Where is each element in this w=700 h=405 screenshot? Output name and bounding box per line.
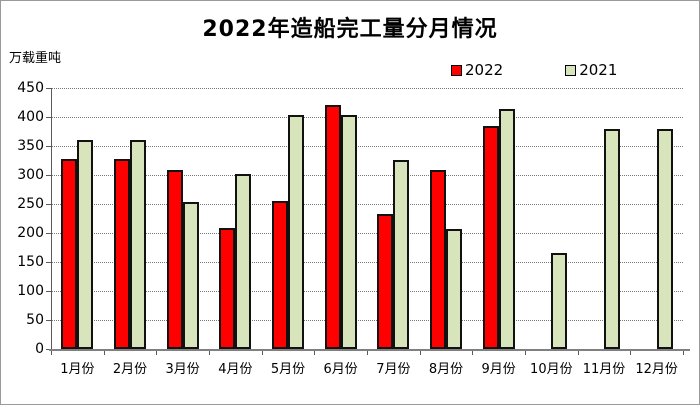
x-tick-7 bbox=[419, 351, 421, 355]
bar-2022-4月份 bbox=[219, 227, 236, 349]
legend: 2022 2021 bbox=[451, 61, 617, 79]
y-tick-250 bbox=[46, 204, 51, 205]
bar-2021-12月份 bbox=[656, 128, 673, 349]
x-axis-label-11月份: 11月份 bbox=[582, 362, 626, 377]
gridline-400 bbox=[51, 117, 683, 118]
bar-2021-4月份 bbox=[235, 174, 252, 349]
y-tick-150 bbox=[46, 262, 51, 263]
bar-2021-2月份 bbox=[130, 139, 146, 349]
y-tick-450 bbox=[46, 88, 51, 89]
bar-2021-8月份 bbox=[446, 228, 462, 349]
y-axis-label-150: 150 bbox=[17, 254, 44, 270]
y-axis-line bbox=[51, 88, 52, 349]
bar-2022-2月份 bbox=[114, 159, 130, 349]
x-tick-1 bbox=[103, 351, 105, 355]
bar-2022-8月份 bbox=[430, 170, 446, 349]
x-tick-0 bbox=[51, 351, 52, 355]
y-axis-label-450: 450 bbox=[17, 80, 44, 96]
bar-2021-6月份 bbox=[340, 114, 357, 349]
x-axis-label-1月份: 1月份 bbox=[60, 362, 95, 377]
bar-2022-3月份 bbox=[166, 170, 183, 349]
bar-2022-1月份 bbox=[61, 159, 78, 349]
y-tick-300 bbox=[46, 175, 51, 176]
gridline-150 bbox=[51, 262, 683, 263]
bar-2022-6月份 bbox=[324, 104, 341, 349]
x-axis-label-2月份: 2月份 bbox=[112, 362, 148, 377]
x-tick-3 bbox=[209, 351, 210, 355]
x-axis-label-9月份: 9月份 bbox=[481, 362, 516, 377]
bar-2021-5月份 bbox=[288, 114, 304, 349]
legend-label-2021: 2021 bbox=[579, 61, 618, 79]
bar-2022-7月份 bbox=[377, 213, 394, 349]
bar-2021-1月份 bbox=[77, 139, 94, 349]
bar-2021-7月份 bbox=[393, 159, 410, 349]
bar-2022-9月份 bbox=[482, 125, 499, 349]
x-axis-label-8月份: 8月份 bbox=[428, 362, 464, 377]
legend-swatch-2022 bbox=[451, 64, 462, 76]
x-tick-5 bbox=[314, 351, 316, 355]
gridline-300 bbox=[51, 175, 683, 176]
x-tick-11 bbox=[630, 351, 632, 355]
y-tick-400 bbox=[46, 117, 51, 118]
x-axis-label-7月份: 7月份 bbox=[376, 362, 411, 377]
x-axis-label-12月份: 12月份 bbox=[635, 362, 678, 377]
y-tick-200 bbox=[46, 233, 51, 234]
x-tick-8 bbox=[472, 351, 474, 355]
y-axis-label-350: 350 bbox=[17, 138, 44, 154]
gridline-100 bbox=[51, 291, 683, 292]
y-tick-50 bbox=[46, 320, 51, 321]
x-axis-label-4月份: 4月份 bbox=[218, 362, 253, 377]
gridline-450 bbox=[51, 88, 683, 89]
gridline-200 bbox=[51, 233, 683, 234]
x-axis-line bbox=[49, 349, 690, 351]
y-tick-350 bbox=[46, 146, 51, 147]
y-axis-label-250: 250 bbox=[17, 196, 44, 212]
x-tick-6 bbox=[367, 351, 368, 355]
y-axis-label-50: 50 bbox=[26, 312, 44, 328]
x-axis-label-3月份: 3月份 bbox=[165, 362, 200, 377]
gridline-250 bbox=[51, 204, 683, 205]
x-axis-label-5月份: 5月份 bbox=[270, 362, 306, 377]
x-axis-label-6月份: 6月份 bbox=[323, 362, 358, 377]
gridline-350 bbox=[51, 146, 683, 147]
x-tick-4 bbox=[261, 351, 263, 355]
x-tick-12 bbox=[683, 351, 684, 355]
x-axis-label-10月份: 10月份 bbox=[530, 362, 573, 377]
y-axis-label-100: 100 bbox=[17, 283, 44, 299]
legend-item-2022: 2022 bbox=[451, 61, 503, 79]
bar-2021-10月份 bbox=[551, 252, 568, 349]
legend-item-2021: 2021 bbox=[565, 61, 617, 79]
y-tick-100 bbox=[46, 291, 51, 292]
legend-label-2022: 2022 bbox=[465, 61, 504, 79]
y-tick-0 bbox=[46, 349, 51, 350]
y-axis-label-0: 0 bbox=[35, 341, 44, 357]
gridline-50 bbox=[51, 320, 683, 321]
chart-title: 2022年造船完工量分月情况 bbox=[202, 17, 498, 42]
y-axis-label-200: 200 bbox=[17, 225, 44, 241]
x-tick-9 bbox=[525, 351, 526, 355]
bar-2021-9月份 bbox=[498, 108, 515, 349]
y-axis-label-400: 400 bbox=[17, 109, 44, 125]
bar-2021-11月份 bbox=[604, 128, 620, 349]
x-tick-2 bbox=[156, 351, 158, 355]
bar-2022-5月份 bbox=[272, 201, 288, 349]
bar-2021-3月份 bbox=[182, 201, 199, 349]
y-axis-unit-label: 万载重吨 bbox=[9, 51, 62, 66]
x-tick-10 bbox=[577, 351, 579, 355]
y-axis-label-300: 300 bbox=[17, 167, 44, 183]
legend-swatch-2021 bbox=[565, 64, 577, 76]
